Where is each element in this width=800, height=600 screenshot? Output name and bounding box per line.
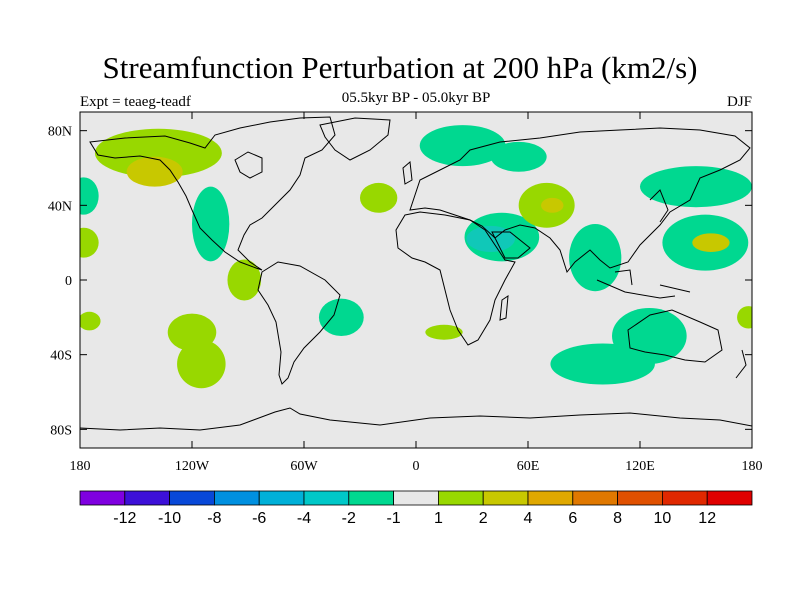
colorbar-label-3: -6 [252, 510, 266, 527]
anomaly-region-10 [360, 182, 398, 213]
colorbar-label-10: 6 [568, 510, 577, 527]
anomaly-region-2 [80, 177, 99, 215]
anomaly-region-4 [192, 186, 230, 262]
x-tick-label-2: 60W [290, 459, 318, 474]
y-tick-label-1: 40N [48, 199, 72, 214]
colorbar-swatch-2 [169, 490, 215, 506]
x-tick-label-0: 180 [70, 459, 91, 474]
colorbar-label-9: 4 [524, 510, 533, 527]
colorbar-swatch-7 [393, 490, 439, 506]
page-title: Streamfunction Perturbation at 200 hPa (… [102, 50, 698, 85]
y-tick-label-0: 80N [48, 125, 72, 140]
colorbar-label-7: 1 [434, 510, 443, 527]
x-tick-label-5: 120E [625, 459, 655, 474]
anomaly-region-8 [80, 311, 101, 331]
colorbar-swatch-1 [124, 490, 171, 506]
colorbar-label-1: -10 [158, 510, 181, 527]
colorbar-swatch-0 [79, 490, 126, 506]
coastline-japan [649, 189, 669, 223]
colorbar-label-4: -4 [297, 510, 311, 527]
map-axes: 180 120W 60W 0 60E 120E 180 80N 40N 0 40S 80S [48, 112, 763, 474]
colorbar-swatch-12 [617, 490, 663, 506]
colorbar-swatch-5 [303, 490, 350, 506]
colorbar-swatch-13 [662, 490, 708, 506]
colorbar-swatch-4 [258, 490, 305, 506]
colorbar-label-8: 2 [479, 510, 488, 527]
coastline-eurasia [409, 127, 751, 274]
colorbar-label-0: -12 [113, 510, 136, 527]
anomaly-region-12 [490, 141, 547, 172]
anomaly-region-7 [177, 339, 226, 389]
anomaly-region-1 [126, 156, 183, 187]
colorbar-label-11: 8 [613, 510, 622, 527]
colorbar-label-12: 10 [654, 510, 672, 527]
coastline-indonesia [596, 269, 691, 299]
anomaly-region-11 [419, 125, 506, 167]
colorbar-label-6: -1 [386, 510, 400, 527]
coastline-new-zealand [735, 349, 747, 379]
coastline-british-isles [402, 161, 413, 185]
experiment-label: Expt = teaeg-teadf [80, 94, 191, 110]
anomaly-region-5 [227, 259, 262, 301]
coastline-hudson-bay [234, 151, 263, 179]
coastline-australia [627, 309, 723, 363]
x-tick-label-4: 60E [517, 459, 540, 474]
anomaly-region-24 [737, 306, 752, 329]
y-tick-label-2: 0 [65, 274, 72, 289]
coastline-africa [395, 211, 516, 346]
x-tick-label-1: 120W [175, 459, 210, 474]
anomaly-layer [80, 125, 752, 389]
anomaly-region-23 [612, 308, 687, 364]
colorbar-swatch-9 [482, 490, 529, 506]
y-tick-label-4: 80S [50, 423, 72, 438]
coastlines [80, 116, 752, 431]
anomaly-region-17 [569, 224, 622, 292]
colorbar-swatch-3 [213, 490, 260, 506]
season-label: DJF [726, 94, 752, 110]
coastline-north-america [89, 116, 336, 271]
anomaly-region-16 [541, 197, 564, 213]
colorbar-label-13: 12 [698, 510, 716, 527]
anomaly-region-20 [692, 233, 730, 253]
coastline-south-america [257, 261, 341, 385]
x-tick-label-3: 0 [413, 459, 420, 474]
coastline-madagascar [499, 295, 509, 321]
colorbar-swatch-10 [527, 490, 574, 506]
anomaly-region-21 [425, 324, 463, 340]
coastline-greenland [319, 117, 391, 161]
coastline-arabia [491, 231, 531, 259]
anomaly-region-9 [318, 298, 364, 337]
coastline-antarctica [80, 407, 752, 431]
colorbar-label-2: -8 [207, 510, 221, 527]
anomaly-region-0 [94, 128, 222, 178]
colorbar-swatch-11 [572, 490, 618, 506]
x-tick-label-6: 180 [742, 459, 763, 474]
anomaly-region-3 [80, 227, 99, 258]
y-tick-label-3: 40S [50, 349, 72, 364]
colorbar-label-5: -2 [342, 510, 356, 527]
colorbar-swatch-14 [706, 490, 753, 506]
period-label: 05.5kyr BP - 05.0kyr BP [341, 90, 491, 106]
colorbar-swatch-6 [348, 490, 394, 506]
colorbar-swatch-8 [437, 490, 484, 506]
colorbar: -12 -10 -8 -6 -4 -2 -1 1 2 4 6 8 10 12 [79, 490, 753, 527]
